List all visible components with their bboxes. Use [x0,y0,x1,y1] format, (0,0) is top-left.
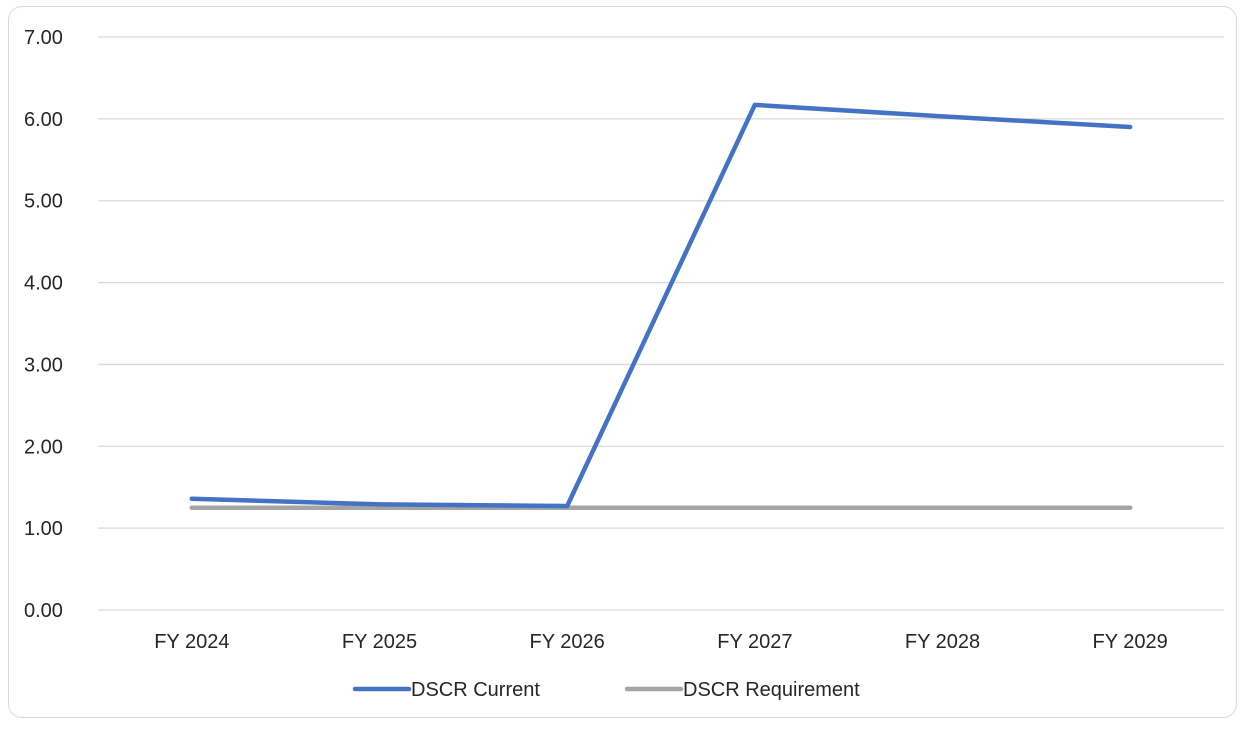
x-tick-label: FY 2029 [1093,631,1168,653]
y-tick-label: 2.00 [24,436,63,458]
x-tick-label: FY 2027 [717,631,792,653]
y-tick-label: 0.00 [24,600,63,622]
series-lines [189,102,1133,510]
legend-label: DSCR Requirement [683,679,860,701]
y-tick-label: 6.00 [24,109,63,131]
chart-container [8,6,1237,718]
y-axis-tick-labels: 0.00 1.00 2.00 3.00 4.00 5.00 6.00 7.00 [24,27,63,622]
y-tick-label: 5.00 [24,191,63,213]
legend-item: DSCR Requirement [624,679,860,701]
x-tick-label: FY 2025 [342,631,417,653]
y-tick-label: 3.00 [24,354,63,376]
y-tick-label: 7.00 [24,27,63,49]
legend-item: DSCR Current [352,679,540,701]
x-tick-label: FY 2026 [530,631,605,653]
y-tick-label: 1.00 [24,518,63,540]
x-tick-label: FY 2028 [905,631,980,653]
x-tick-label: FY 2024 [154,631,229,653]
gridlines [98,36,1224,611]
x-axis-tick-labels: FY 2024 FY 2025 FY 2026 FY 2027 FY 2028 FY 20… [154,631,1168,653]
series-line-dscr-current [189,102,1133,509]
legend-label: DSCR Current [411,679,540,701]
legend: DSCR Current DSCR Requirement [352,679,860,701]
y-tick-label: 4.00 [24,273,63,295]
